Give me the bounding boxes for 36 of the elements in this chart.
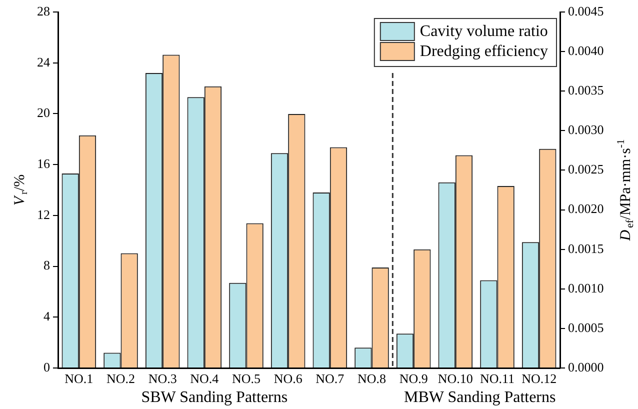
y-tick-label: 20 [37, 105, 50, 120]
y-tick-label: 16 [37, 156, 50, 171]
text: MBW Sanding Patterns [404, 389, 556, 406]
x-tick-label: NO.7 [316, 371, 345, 386]
legend-label: Dredging efficiency [420, 43, 548, 60]
x-tick-label: NO.11 [480, 371, 515, 386]
x-tick-label: NO.5 [232, 371, 261, 386]
x-tick-label: NO.9 [399, 371, 428, 386]
y2-tick-label: 0.0035 [568, 82, 604, 98]
x-tick-label: NO.8 [357, 371, 386, 386]
y2-tick-label: 0.0015 [568, 240, 604, 256]
x-tick-label: NO.3 [148, 371, 177, 386]
y-tick-label: 28 [37, 3, 50, 18]
y2-tick-label: 0.0005 [568, 320, 604, 335]
x-tick-label: NO.12 [522, 371, 557, 386]
text: SBW Sanding Patterns [141, 389, 288, 406]
legend-label: Cavity volume ratio [420, 23, 548, 40]
y2-tick-label: 0.0000 [568, 359, 604, 374]
x-tick-label: NO.4 [190, 371, 220, 386]
x-tick-label: NO.6 [274, 371, 303, 386]
x-tick-label: NO.1 [64, 371, 94, 386]
y2-tick-label: 0.0040 [568, 42, 604, 58]
y2-tick-label: 0.0010 [568, 280, 604, 296]
y2-tick-label: 0.0025 [568, 162, 604, 177]
x-tick-label: NO.2 [106, 371, 136, 386]
y2-tick-label: 0.0020 [568, 201, 604, 216]
y-tick-label: 0 [44, 359, 50, 374]
y-tick-label: 24 [37, 54, 50, 70]
y-axis-title: Vr/% [12, 174, 30, 206]
y2-tick-label: 0.0030 [568, 122, 604, 138]
y-tick-label: 12 [37, 206, 50, 222]
y2-tick-label: 0.0045 [568, 3, 604, 18]
y-tick-label: 4 [44, 308, 50, 324]
x-tick-label: NO.10 [438, 371, 473, 386]
y-tick-label: 8 [44, 258, 50, 273]
y2-axis-title: Def/MPa·mm·s-1 [616, 139, 636, 242]
